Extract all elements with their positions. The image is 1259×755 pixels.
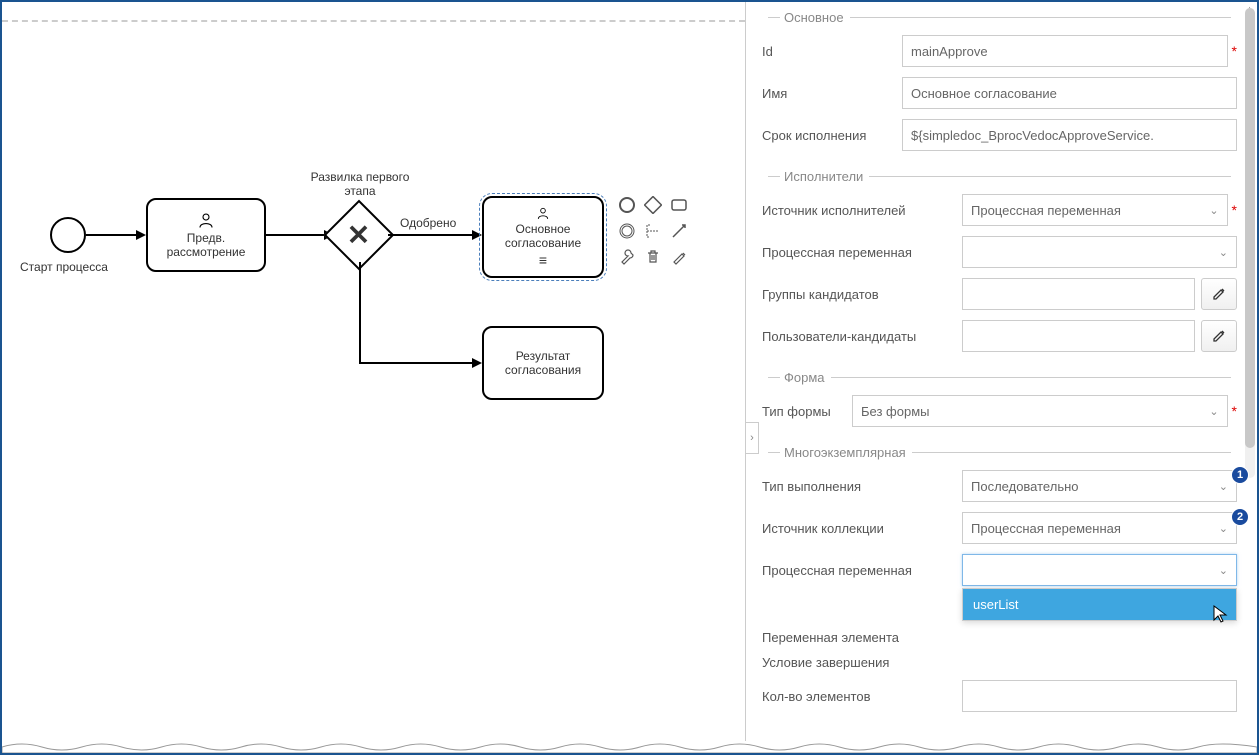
task-preview-label: Предв. рассмотрение: [156, 231, 256, 259]
properties-panel: › ▲ Основное Id * Имя Срок исполнения Ис…: [745, 2, 1257, 753]
candidate-users-input[interactable]: [962, 320, 1195, 352]
count-label: Кол-во элементов: [762, 689, 962, 704]
id-input[interactable]: [902, 35, 1228, 67]
chevron-down-icon: ⌄: [1209, 204, 1218, 217]
candidate-groups-label: Группы кандидатов: [762, 287, 962, 302]
exectype-label: Тип выполнения: [762, 479, 962, 494]
section-form: Форма Тип формы Без формы ⌄ *: [762, 370, 1237, 427]
mi-procvar-select[interactable]: ⌄: [962, 554, 1237, 586]
due-label: Срок исполнения: [762, 128, 902, 143]
gateway-label: Развилка первого этапа: [310, 170, 410, 198]
pad-trash-icon[interactable]: [642, 246, 664, 268]
pad-intermediate-icon[interactable]: [616, 220, 638, 242]
required-marker: *: [1232, 403, 1237, 419]
section-multiinstance: Многоэкземплярная Тип выполнения Последо…: [762, 445, 1237, 712]
user-icon: [534, 206, 552, 220]
collsrc-value: Процессная переменная: [971, 521, 1121, 536]
candidate-users-edit-button[interactable]: [1201, 320, 1237, 352]
id-label: Id: [762, 44, 902, 59]
assignee-procvar-select[interactable]: ⌄: [962, 236, 1237, 268]
name-label: Имя: [762, 86, 902, 101]
chevron-down-icon: ⌄: [1219, 480, 1228, 493]
section-assignees-legend: Исполнители: [762, 169, 1237, 184]
task-main-label: Основное согласование: [492, 222, 594, 250]
mi-procvar-label: Процессная переменная: [762, 563, 962, 578]
exectype-select[interactable]: Последовательно ⌄: [962, 470, 1237, 502]
context-pad: [616, 194, 690, 268]
pad-task-icon[interactable]: [668, 194, 690, 216]
chevron-down-icon: ⌄: [1219, 246, 1228, 259]
annotation-badge-2: 2: [1231, 508, 1249, 526]
completion-label: Условие завершения: [762, 655, 962, 670]
exectype-value: Последовательно: [971, 479, 1079, 494]
task-main-approval[interactable]: Основное согласование ≡: [482, 196, 604, 278]
pad-color-icon[interactable]: [668, 246, 690, 268]
form-type-select[interactable]: Без формы ⌄: [852, 395, 1228, 427]
form-type-value: Без формы: [861, 404, 930, 419]
flow-approved-label: Одобрено: [400, 216, 456, 230]
chevron-down-icon: ⌄: [1219, 564, 1228, 577]
app-container: Старт процесса Предв. рассмотрение ✕ Раз…: [0, 0, 1259, 755]
assignee-source-value: Процессная переменная: [971, 203, 1121, 218]
start-event-label: Старт процесса: [20, 260, 108, 274]
dropdown-option-userlist[interactable]: userList: [963, 589, 1236, 620]
section-main: Основное Id * Имя Срок исполнения: [762, 10, 1237, 151]
edit-icon: [1212, 287, 1226, 301]
scrollbar[interactable]: [1245, 8, 1255, 478]
section-multiinstance-legend: Многоэкземплярная: [762, 445, 1237, 460]
candidate-groups-input[interactable]: [962, 278, 1195, 310]
multi-instance-marker: ≡: [539, 252, 547, 268]
lane-divider: [2, 20, 745, 22]
chevron-down-icon: ⌄: [1209, 405, 1218, 418]
required-marker: *: [1232, 43, 1237, 59]
assignee-procvar-label: Процессная переменная: [762, 245, 962, 260]
torn-edge-decoration: [2, 741, 1257, 753]
chevron-down-icon: ⌄: [1219, 522, 1228, 535]
task-preview[interactable]: Предв. рассмотрение: [146, 198, 266, 272]
assignee-source-select[interactable]: Процессная переменная ⌄: [962, 194, 1228, 226]
count-input[interactable]: [962, 680, 1237, 712]
task-result-label: Результат согласования: [492, 349, 594, 377]
collsrc-label: Источник коллекции: [762, 521, 962, 536]
pad-gateway-icon[interactable]: [642, 194, 664, 216]
panel-collapse-handle[interactable]: ›: [745, 422, 759, 454]
form-type-label: Тип формы: [762, 404, 852, 419]
diagram-canvas[interactable]: Старт процесса Предв. рассмотрение ✕ Раз…: [2, 2, 745, 753]
start-event[interactable]: [50, 217, 86, 253]
procvar-dropdown: userList: [962, 588, 1237, 621]
user-icon: [197, 211, 215, 229]
required-marker: *: [1232, 202, 1237, 218]
elemvar-label: Переменная элемента: [762, 630, 962, 645]
task-result[interactable]: Результат согласования: [482, 326, 604, 400]
assignee-source-label: Источник исполнителей: [762, 203, 962, 218]
candidate-users-label: Пользователи-кандидаты: [762, 329, 962, 344]
pad-wrench-icon[interactable]: [616, 246, 638, 268]
gateway-first-stage[interactable]: ✕: [334, 210, 384, 260]
due-input[interactable]: [902, 119, 1237, 151]
section-main-legend: Основное: [762, 10, 1237, 25]
annotation-badge-1: 1: [1231, 466, 1249, 484]
candidate-groups-edit-button[interactable]: [1201, 278, 1237, 310]
edit-icon: [1212, 329, 1226, 343]
section-assignees: Исполнители Источник исполнителей Процес…: [762, 169, 1237, 352]
pad-end-event-icon[interactable]: [616, 194, 638, 216]
pad-annotation-icon[interactable]: [642, 220, 664, 242]
section-form-legend: Форма: [762, 370, 1237, 385]
pad-connect-icon[interactable]: [668, 220, 690, 242]
name-input[interactable]: [902, 77, 1237, 109]
collsrc-select[interactable]: Процессная переменная ⌄: [962, 512, 1237, 544]
